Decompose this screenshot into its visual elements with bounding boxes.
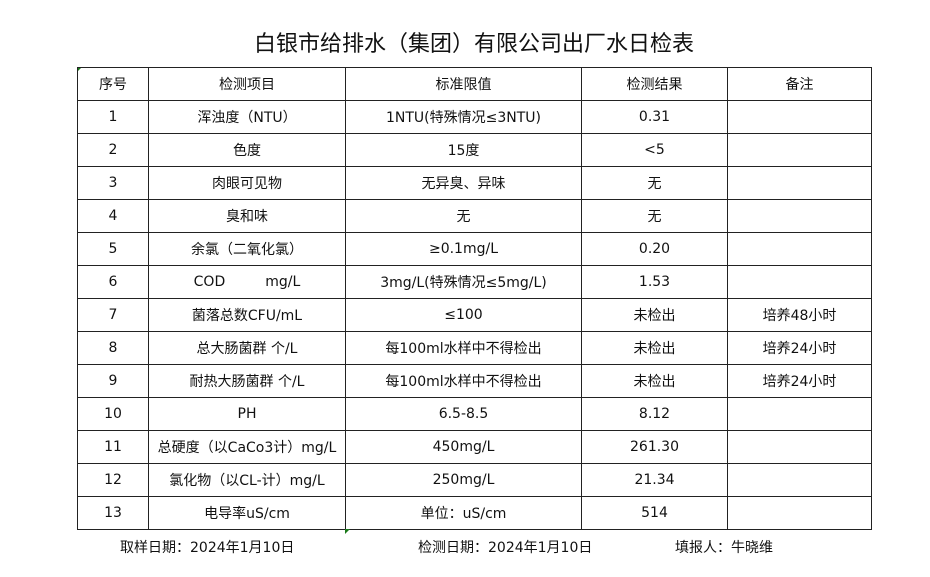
table-row: 12 氯化物（以CL-计）mg/L 250mg/L 21.34 — [77, 463, 872, 497]
row-number-cell: 7 — [77, 298, 149, 332]
test-item-cell: 肉眼可见物 — [148, 166, 346, 200]
test-item-cell: PH — [148, 397, 346, 431]
header-cell: 检测结果 — [581, 67, 728, 101]
reporter: 填报人：牛晓维 — [675, 540, 773, 556]
remark-cell — [727, 430, 872, 464]
remark-cell — [727, 265, 872, 299]
table-row: 7 菌落总数CFU/mL ≤100 未检出 培养48小时 — [77, 298, 872, 332]
test-item-cell: 氯化物（以CL-计）mg/L — [148, 463, 346, 497]
test-item-cell: 耐热大肠菌群 个/L — [148, 364, 346, 398]
page-title: 白银市给排水（集团）有限公司出厂水日检表 — [253, 32, 694, 57]
table-row: 4 臭和味无无 — [77, 199, 872, 233]
row-number-cell: 12 — [77, 463, 149, 497]
test-item-cell: 余氯（二氧化氯） — [148, 232, 346, 266]
test-result-cell: 0.20 — [581, 232, 728, 266]
remark-cell — [727, 133, 872, 167]
test-item-cell: 电导率uS/cm — [148, 496, 346, 530]
standard-limit-cell: 1NTU(特殊情况≤3NTU) — [345, 100, 582, 134]
test-result-cell: 未检出 — [581, 298, 728, 332]
test-result-cell: 0.31 — [581, 100, 728, 134]
test-item-cell: 色度 — [148, 133, 346, 167]
test-result-cell: 514 — [581, 496, 728, 530]
remark-cell: 培养24小时 — [727, 364, 872, 398]
row-number-cell: 8 — [77, 331, 149, 365]
table-row: 5 余氯（二氧化氯） ≥0.1mg/L 0.20 — [77, 232, 872, 266]
remark-cell — [727, 166, 872, 200]
row-number-cell: 1 — [77, 100, 149, 134]
row-number-cell: 6 — [77, 265, 149, 299]
row-number-cell: 9 — [77, 364, 149, 398]
test-date: 检测日期：2024年1月10日 — [418, 540, 593, 556]
table-header-row: 序号 检测项目 标准限值 检测结果 备注 — [77, 67, 872, 101]
row-number-cell: 5 — [77, 232, 149, 266]
remark-cell — [727, 232, 872, 266]
standard-limit-cell: ≤100 — [345, 298, 582, 332]
test-result-cell: 1.53 — [581, 265, 728, 299]
test-item-cell: 总硬度（以CaCo3计）mg/L — [148, 430, 346, 464]
row-number-cell: 10 — [77, 397, 149, 431]
test-item-cell: 浑浊度（NTU） — [148, 100, 346, 134]
header-cell: 备注 — [727, 67, 872, 101]
standard-limit-cell: 每100ml水样中不得检出 — [345, 331, 582, 365]
row-number-cell: 3 — [77, 166, 149, 200]
test-result-cell: 21.34 — [581, 463, 728, 497]
row-number-cell: 13 — [77, 496, 149, 530]
cell-marker — [345, 529, 350, 534]
test-item-cell: 菌落总数CFU/mL — [148, 298, 346, 332]
test-result-cell: 未检出 — [581, 331, 728, 365]
remark-cell — [727, 100, 872, 134]
table-row: 13 电导率uS/cm 单位：uS/cm 514 — [77, 496, 872, 530]
inspection-table: 序号 检测项目 标准限值 检测结果 备注 1 浑浊度（NTU） 1NTU(特殊情况≤… — [77, 67, 872, 530]
standard-limit-cell: 250mg/L — [345, 463, 582, 497]
test-result-cell: 无 — [581, 166, 728, 200]
table-row: 3 肉眼可见物 无异臭、异味无 — [77, 166, 872, 200]
table-row: 8 总大肠菌群 个/L 每100ml水样中不得检出 未检出 培养24小时 — [77, 331, 872, 365]
remark-cell — [727, 463, 872, 497]
test-item-cell: 臭和味 — [148, 199, 346, 233]
table-row: 9 耐热大肠菌群 个/L 每100ml水样中不得检出 未检出 培养24小时 — [77, 364, 872, 398]
table-row: 2 色度 15度 <5 — [77, 133, 872, 167]
test-result-cell: 261.30 — [581, 430, 728, 464]
row-number-cell: 11 — [77, 430, 149, 464]
remark-cell — [727, 199, 872, 233]
remark-cell: 培养48小时 — [727, 298, 872, 332]
standard-limit-cell: 无 — [345, 199, 582, 233]
standard-limit-cell: 每100ml水样中不得检出 — [345, 364, 582, 398]
standard-limit-cell: 3mg/L(特殊情况≤5mg/L) — [345, 265, 582, 299]
standard-limit-cell: 6.5-8.5 — [345, 397, 582, 431]
table-row: 1 浑浊度（NTU） 1NTU(特殊情况≤3NTU) 0.31 — [77, 100, 872, 134]
test-result-cell: <5 — [581, 133, 728, 167]
test-result-cell: 未检出 — [581, 364, 728, 398]
test-item-cell: 总大肠菌群 个/L — [148, 331, 346, 365]
test-result-cell: 8.12 — [581, 397, 728, 431]
header-cell: 序号 — [77, 67, 149, 101]
row-number-cell: 2 — [77, 133, 149, 167]
standard-limit-cell: 450mg/L — [345, 430, 582, 464]
test-result-cell: 无 — [581, 199, 728, 233]
table-row: 10 PH 6.5-8.5 8.12 — [77, 397, 872, 431]
row-number-cell: 4 — [77, 199, 149, 233]
header-cell: 标准限值 — [345, 67, 582, 101]
table-row: 11 总硬度（以CaCo3计）mg/L 450mg/L 261.30 — [77, 430, 872, 464]
standard-limit-cell: 无异臭、异味 — [345, 166, 582, 200]
standard-limit-cell: ≥0.1mg/L — [345, 232, 582, 266]
sampling-date: 取样日期：2024年1月10日 — [120, 540, 295, 556]
header-cell: 检测项目 — [148, 67, 346, 101]
standard-limit-cell: 15度 — [345, 133, 582, 167]
remark-cell — [727, 397, 872, 431]
remark-cell: 培养24小时 — [727, 331, 872, 365]
standard-limit-cell: 单位：uS/cm — [345, 496, 582, 530]
table-row: 6 COD mg/L 3mg/L(特殊情况≤5mg/L) 1.53 — [77, 265, 872, 299]
test-item-cell: COD mg/L — [148, 265, 346, 299]
remark-cell — [727, 496, 872, 530]
